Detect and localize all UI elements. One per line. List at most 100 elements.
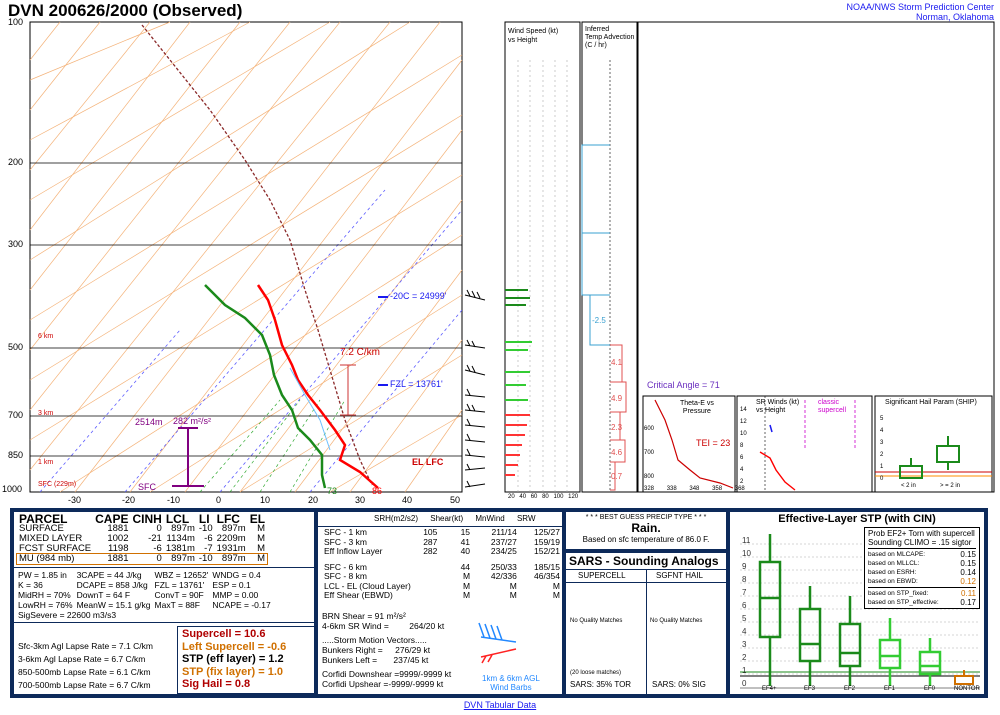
temp-advection-panel — [581, 21, 638, 493]
theta-e-yticks: 600 700 800 — [644, 426, 655, 480]
kinematic-table: SFC - 1 km 105 15 211/14 125/27 SFC - 3 km 28… — [324, 527, 560, 600]
sr-winds-panel — [736, 395, 873, 493]
sars-tor: SARS: 35% TOR — [570, 680, 632, 689]
temp-tick: 30 — [355, 495, 366, 505]
isobars — [30, 162, 462, 457]
temperature-profile — [256, 284, 379, 489]
org-name: NOAA/NWS Storm Prediction Center — [846, 2, 994, 12]
tabular-section: PARCEL CAPE CINH LCL LI LFC EL SURFACE 1881 0 897… — [10, 508, 988, 698]
tei-label: TEI = 23 — [696, 438, 731, 448]
composite-indices: Supercell = 10.6 Left Supercell = -0.6 S… — [177, 626, 314, 694]
sars-panel: SARS - Sounding Analogs SUPERCELL SGFNT … — [566, 553, 726, 694]
wind-barbs-caption: 1km & 6km AGL Wind Barbs — [482, 674, 540, 692]
lapse-rates: Sfc-3km Agl Lapse Rate = 7.1 C/km 3-6km … — [18, 641, 153, 690]
tabular-data-link[interactable]: DVN Tabular Data — [463, 700, 537, 710]
sr-winds-title: SR Winds (kt) vs Height — [756, 399, 800, 414]
parcel-table: PARCEL CAPE CINH LCL LI LFC EL SURFACE 1881 0 897… — [15, 512, 269, 565]
pressure-label: 200 — [8, 157, 24, 167]
adv-value: 2.3 — [611, 423, 623, 432]
skew-t-diagram — [29, 21, 995, 493]
pressure-label: 300 — [8, 239, 24, 249]
parcel-panel: PARCEL CAPE CINH LCL LI LFC EL SURFACE 1881 0 897… — [14, 512, 314, 694]
temp-tick: 40 — [402, 495, 413, 505]
parcel-row-mu: MU (984 mb) 1881 0 897m -10 897m M — [15, 553, 269, 565]
kinematic-headers: SRH(m2/s2) Shear(kt) MnWind SRW — [374, 514, 536, 523]
wind-barbs-1km-6km — [478, 622, 517, 664]
height-label: 3 km — [38, 410, 54, 417]
cold-advection-bars — [581, 144, 610, 346]
sfc-label: SFC — [138, 482, 156, 492]
sars-loose: (20 loose matches) — [570, 670, 622, 676]
temp-tick: 0 — [216, 495, 222, 505]
theta-e-title: Theta-E vs Pressure — [680, 400, 714, 415]
el-lfc-label: EL LFC — [412, 457, 444, 467]
precip-type-panel: * * * BEST GUESS PRECIP TYPE * * * Rain.… — [566, 512, 726, 549]
temp-tick: -20 — [122, 495, 136, 505]
warm-advection-bars — [610, 344, 627, 491]
stp-title: Effective-Layer STP (with CIN) — [778, 513, 936, 525]
pressure-label: 850 — [8, 450, 24, 460]
dewpoint-profile — [204, 284, 327, 489]
adv-value: 4.1 — [611, 358, 623, 367]
wind-barbs — [464, 289, 486, 488]
precip-type: Rain. — [631, 521, 661, 535]
sounding-title: DVN 200626/2000 (Observed) — [8, 1, 243, 20]
adv-value: 4.6 — [611, 448, 623, 457]
theta-e-panel — [642, 395, 736, 493]
height-label: SFC (229m) — [38, 481, 77, 488]
skewt-frame — [29, 21, 463, 493]
pressure-label: 700 — [8, 410, 24, 420]
ship-panel — [874, 395, 993, 493]
org-credit: NOAA/NWS Storm Prediction Center Norman,… — [846, 2, 994, 22]
sfc-temp-label: 86 — [372, 486, 383, 496]
sars-nq2: No Quality Matches — [650, 618, 703, 624]
sfc-dewpoint-label: 73 — [327, 486, 338, 496]
theta-e-profile — [654, 399, 734, 489]
stp-box-ef4 — [758, 560, 782, 639]
height-label: 1 km — [38, 459, 54, 466]
temp-tick: -10 — [167, 495, 181, 505]
theta-e-xticks: 328 338 348 358 368 — [644, 486, 745, 492]
eil-depth-label: 2514m — [135, 417, 163, 427]
stp-boxplot — [740, 534, 980, 689]
parcel-row: MIXED LAYER 1002 -21 1134m -6 2209m M — [19, 533, 266, 544]
sars-title: SARS - Sounding Analogs — [569, 554, 719, 568]
parcel-row: FCST SURFACE 1198 -6 1381m -7 1931m M — [19, 543, 266, 554]
adv-value: 4.9 — [611, 394, 623, 403]
adv-value: 0.7 — [611, 472, 623, 481]
parcel-trace — [141, 24, 373, 486]
temp-adv-title: Inferred Temp Advection (C / hr) — [585, 26, 635, 49]
temp-tick: 20 — [308, 495, 319, 505]
sars-nq1: No Quality Matches — [570, 618, 623, 624]
precip-note: Based on sfc temperature of 86.0 F. — [582, 535, 710, 544]
temp-tick: 50 — [450, 495, 461, 505]
ship-xlabel: < 2 in — [901, 483, 916, 489]
stp-probabilities: Prob EF2+ Torn with supercell Sounding C… — [864, 527, 980, 609]
temp-tick: -30 — [68, 495, 82, 505]
wind-speed-xticks: 20 40 60 80 100 120 — [508, 494, 579, 500]
ship-xlabel: > = 2 in — [940, 483, 961, 489]
height-label: 6 km — [38, 333, 54, 340]
fzl-label: FZL = 13761' — [390, 379, 443, 389]
parcel-row: SURFACE 1881 0 897m -10 897m M — [19, 523, 266, 534]
sars-hail-header: SGFNT HAIL — [656, 571, 703, 580]
lapse-rate-label: 7.2 C/km — [340, 347, 381, 358]
eil-srh-label: 282 m²/s² — [173, 416, 212, 426]
sr-winds-classes: classic supercell — [818, 399, 847, 414]
wetbulb-profile — [289, 367, 331, 451]
sr-wind-profile — [759, 451, 796, 491]
sr-winds-yticks: 14 12 10 8 6 4 2 — [740, 407, 747, 485]
wind-speed-panel — [504, 21, 581, 493]
sars-sig: SARS: 0% SIG — [652, 680, 706, 689]
kinematic-extra: BRN Shear = 91 m²/s² 4-6km SR Wind = 264… — [322, 611, 452, 689]
pressure-label: 100 — [8, 17, 24, 27]
sars-supercell-header: SUPERCELL — [578, 571, 626, 580]
critical-angle: Critical Angle = 71 — [647, 380, 720, 390]
wind-speed-title: Wind Speed (kt) vs Height — [508, 28, 559, 44]
parcel-params: PW = 1.85 in 3CAPE = 44 J/kg WBZ = 12652' W… — [18, 570, 271, 620]
mixing-ratio-lines — [199, 399, 346, 493]
m20c-label: -20C = 24999' — [390, 291, 447, 301]
isotherms-dashed — [39, 189, 463, 493]
pressure-label: 1000 — [2, 484, 23, 494]
